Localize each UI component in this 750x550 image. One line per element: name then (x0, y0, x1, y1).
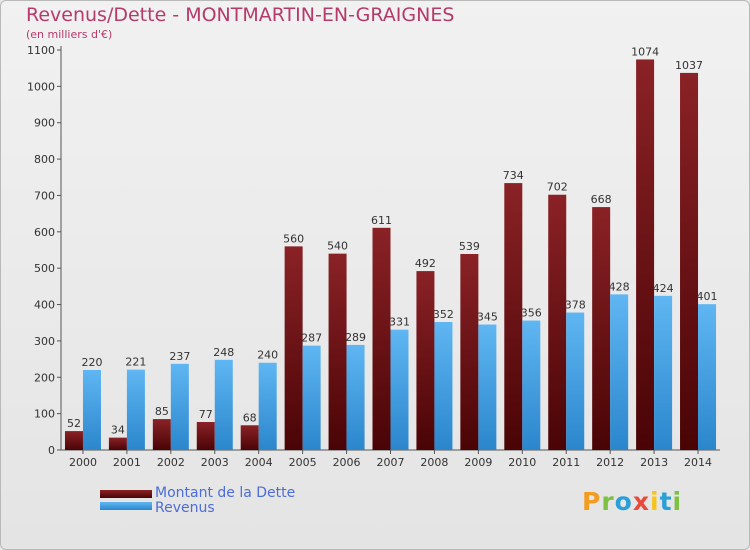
data-label-dette: 77 (199, 408, 213, 421)
bar-revenus (522, 320, 541, 450)
chart-data-labels: 52 220 34 221 85 237 77 248 68 240 560 287 540 289 611… (67, 45, 718, 436)
bar-revenus (346, 344, 365, 450)
bar-revenus (82, 370, 101, 450)
data-label-revenus: 248 (213, 346, 234, 359)
y-tick-label: 1100 (27, 44, 55, 57)
x-tick-label: 2014 (684, 456, 712, 469)
bar-dette (504, 183, 523, 450)
data-label-revenus: 352 (433, 308, 454, 321)
data-label-dette: 85 (155, 405, 169, 418)
data-label-dette: 611 (371, 214, 392, 227)
legend-swatch-dette (100, 490, 152, 498)
bar-revenus (478, 324, 497, 450)
y-tick-label: 600 (34, 226, 55, 239)
x-tick-label: 2005 (289, 456, 317, 469)
legend-label-revenus: Revenus (155, 500, 215, 516)
data-label-revenus: 237 (169, 350, 190, 363)
x-tick-label: 2013 (640, 456, 668, 469)
y-tick-label: 300 (34, 335, 55, 348)
data-label-revenus: 345 (477, 311, 498, 324)
legend-swatch-revenus (100, 502, 152, 510)
chart-bars (64, 59, 717, 451)
x-tick-label: 2001 (113, 456, 141, 469)
data-label-dette: 539 (459, 240, 480, 253)
data-label-dette: 1074 (631, 45, 659, 58)
data-label-revenus: 220 (81, 356, 102, 369)
bar-revenus (698, 304, 717, 450)
data-label-revenus: 356 (521, 307, 542, 320)
chart-title: Revenus/Dette - MONTMARTIN-EN-GRAIGNES (26, 4, 455, 26)
y-tick-label: 500 (34, 262, 55, 275)
bar-revenus (610, 294, 629, 450)
bar-dette (240, 425, 259, 450)
x-tick-label: 2012 (596, 456, 624, 469)
data-label-dette: 560 (283, 232, 304, 245)
bar-revenus (170, 363, 189, 450)
data-label-dette: 1037 (675, 59, 703, 72)
bar-revenus (654, 295, 673, 450)
data-label-dette: 668 (591, 193, 612, 206)
bar-dette (196, 422, 215, 450)
y-tick-label: 800 (34, 153, 55, 166)
data-label-revenus: 331 (389, 316, 410, 329)
x-tick-label: 2010 (508, 456, 536, 469)
data-label-dette: 540 (327, 240, 348, 253)
y-tick-label: 900 (34, 117, 55, 130)
data-label-revenus: 240 (257, 349, 278, 362)
x-tick-label: 2004 (245, 456, 273, 469)
proxiti-logo: Proxiti (582, 487, 683, 516)
x-tick-label: 2002 (157, 456, 185, 469)
data-label-dette: 492 (415, 257, 436, 270)
bar-dette (460, 254, 479, 450)
bar-revenus (390, 329, 409, 450)
bar-dette (64, 431, 83, 450)
y-tick-label: 100 (34, 408, 55, 421)
data-label-revenus: 289 (345, 331, 366, 344)
bar-dette (592, 207, 611, 450)
bar-revenus (126, 369, 145, 450)
bar-revenus (434, 322, 453, 450)
bar-dette (108, 437, 127, 450)
y-tick-label: 400 (34, 299, 55, 312)
data-label-dette: 68 (243, 411, 257, 424)
data-label-dette: 734 (503, 169, 524, 182)
data-label-dette: 34 (111, 424, 125, 437)
x-tick-label: 2009 (464, 456, 492, 469)
y-tick-label: 700 (34, 189, 55, 202)
legend-label-dette: Montant de la Dette (155, 485, 296, 501)
x-tick-label: 2000 (69, 456, 97, 469)
data-label-revenus: 378 (565, 299, 586, 312)
bar-dette (636, 59, 655, 451)
x-tick-label: 2011 (552, 456, 580, 469)
bar-dette (372, 227, 391, 450)
bar-dette (328, 253, 347, 450)
chart-axes: 0 100 200 300 400 500 600 700 800 900 1000 1100 2000… (27, 44, 720, 469)
chart-unit-label: (en milliers d'€) (26, 28, 113, 41)
bar-revenus (302, 345, 321, 450)
x-tick-label: 2008 (420, 456, 448, 469)
x-tick-label: 2006 (333, 456, 361, 469)
data-label-revenus: 287 (301, 332, 322, 345)
data-label-revenus: 401 (697, 290, 718, 303)
x-tick-label: 2007 (377, 456, 405, 469)
data-label-revenus: 428 (609, 280, 630, 293)
y-tick-label: 200 (34, 371, 55, 384)
bar-dette (284, 246, 303, 450)
data-label-dette: 702 (547, 181, 568, 194)
bar-dette (416, 271, 435, 450)
y-tick-label: 0 (48, 444, 55, 457)
bar-revenus (258, 362, 277, 450)
bar-revenus (214, 359, 233, 450)
bar-dette (152, 419, 171, 450)
bar-dette (548, 194, 567, 450)
data-label-revenus: 424 (653, 282, 674, 295)
x-tick-label: 2003 (201, 456, 229, 469)
data-label-revenus: 221 (125, 356, 146, 369)
data-label-dette: 52 (67, 417, 81, 430)
bar-revenus (566, 312, 585, 450)
bar-dette (680, 72, 699, 450)
y-tick-label: 1000 (27, 80, 55, 93)
